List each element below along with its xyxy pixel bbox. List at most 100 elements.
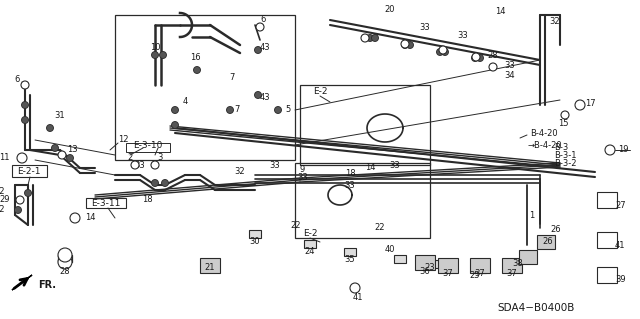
Text: 41: 41 [353, 293, 364, 301]
Circle shape [371, 34, 378, 41]
Circle shape [275, 107, 282, 114]
Text: 7: 7 [229, 73, 235, 83]
Circle shape [152, 51, 159, 58]
Text: B-4-20: B-4-20 [530, 129, 557, 137]
Circle shape [15, 206, 22, 213]
Bar [597, 192, 617, 208]
Text: E-3-11: E-3-11 [92, 198, 121, 207]
Circle shape [401, 40, 409, 48]
Text: 28: 28 [60, 268, 70, 277]
Text: 37: 37 [443, 270, 453, 278]
Text: SDA4−B0400B: SDA4−B0400B [498, 303, 575, 313]
Text: 21: 21 [205, 263, 215, 272]
Circle shape [161, 180, 168, 187]
Circle shape [406, 41, 413, 48]
Text: 18: 18 [141, 196, 152, 204]
Circle shape [442, 48, 449, 56]
Circle shape [159, 51, 166, 58]
Bar [502, 258, 522, 273]
Circle shape [70, 213, 80, 223]
Text: 22: 22 [291, 220, 301, 229]
Circle shape [561, 111, 569, 119]
Bar [394, 255, 406, 263]
Circle shape [193, 66, 200, 73]
Text: 22: 22 [375, 224, 385, 233]
Text: E-2: E-2 [303, 229, 317, 239]
Text: 26: 26 [543, 238, 554, 247]
Text: 43: 43 [260, 93, 270, 102]
Circle shape [17, 153, 27, 163]
Text: 33: 33 [420, 24, 430, 33]
Text: 25: 25 [470, 271, 480, 279]
Circle shape [16, 196, 24, 204]
Circle shape [22, 101, 29, 108]
Circle shape [439, 46, 447, 54]
Text: E-3-10: E-3-10 [133, 140, 163, 150]
Text: 16: 16 [189, 53, 200, 62]
Text: 13: 13 [67, 145, 77, 154]
Bar [115, 15, 295, 160]
Circle shape [256, 23, 264, 31]
Circle shape [172, 122, 179, 129]
Text: 1: 1 [529, 211, 534, 219]
Bar [537, 235, 555, 249]
Bar [597, 267, 617, 283]
Circle shape [255, 92, 262, 99]
Bar [474, 265, 486, 273]
Text: 33: 33 [134, 160, 145, 169]
Text: 37: 37 [475, 270, 485, 278]
Circle shape [575, 100, 585, 110]
Text: 2: 2 [127, 153, 132, 162]
Text: 20: 20 [385, 5, 396, 14]
Bar [86, 198, 126, 208]
Text: 33: 33 [458, 31, 468, 40]
Circle shape [255, 47, 262, 54]
Bar [344, 248, 356, 256]
Circle shape [58, 255, 72, 269]
Text: 14: 14 [365, 164, 375, 173]
Bar [126, 143, 170, 152]
Text: FR.: FR. [38, 280, 56, 290]
Text: 9: 9 [300, 166, 305, 174]
Text: 35: 35 [345, 256, 355, 264]
Circle shape [472, 53, 480, 61]
Circle shape [472, 55, 479, 62]
Circle shape [131, 161, 139, 169]
Text: 33: 33 [269, 160, 280, 169]
Bar [519, 250, 537, 264]
Text: 3: 3 [157, 153, 163, 162]
Bar [434, 260, 446, 268]
Circle shape [227, 107, 234, 114]
Text: 33: 33 [298, 174, 308, 182]
Circle shape [152, 180, 159, 187]
Circle shape [58, 151, 66, 159]
Circle shape [605, 145, 615, 155]
Bar [415, 255, 435, 270]
Bar [438, 258, 458, 273]
Text: 23: 23 [425, 263, 435, 272]
Text: 26: 26 [550, 226, 561, 234]
Circle shape [477, 55, 483, 62]
Circle shape [51, 145, 58, 152]
Text: 7: 7 [234, 106, 240, 115]
Circle shape [350, 283, 360, 293]
Bar [249, 230, 261, 238]
Text: 43: 43 [260, 42, 270, 51]
Text: 19: 19 [618, 145, 628, 154]
Text: E-2: E-2 [313, 87, 327, 97]
Text: B-3: B-3 [554, 144, 568, 152]
Circle shape [22, 116, 29, 123]
Bar [300, 85, 430, 165]
Text: 41: 41 [615, 241, 625, 249]
Text: 31: 31 [54, 110, 65, 120]
Circle shape [67, 154, 74, 161]
Text: →B-4-20: →B-4-20 [527, 140, 562, 150]
Circle shape [21, 81, 29, 89]
Text: 27: 27 [615, 201, 626, 210]
Bar [200, 258, 220, 273]
Text: 33: 33 [344, 181, 355, 189]
Circle shape [58, 248, 72, 262]
Text: 42: 42 [0, 205, 5, 214]
Text: 37: 37 [507, 270, 517, 278]
Text: 34: 34 [505, 70, 515, 79]
